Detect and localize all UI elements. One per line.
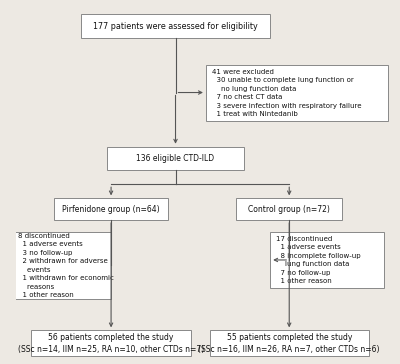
FancyBboxPatch shape <box>54 198 168 220</box>
Text: 41 were excluded
  30 unable to complete lung function or
    no lung function d: 41 were excluded 30 unable to complete l… <box>212 69 361 118</box>
Text: 177 patients were assessed for eligibility: 177 patients were assessed for eligibili… <box>93 21 258 31</box>
FancyBboxPatch shape <box>270 232 384 288</box>
FancyBboxPatch shape <box>210 330 369 356</box>
Text: 56 patients completed the study
(SSc n=14, IIM n=25, RA n=10, other CTDs n=7): 56 patients completed the study (SSc n=1… <box>18 333 204 354</box>
Text: 17 discontinued
  1 adverse events
  8 incomplete follow-up
    lung function da: 17 discontinued 1 adverse events 8 incom… <box>276 236 360 284</box>
Text: Pirfenidone group (n=64): Pirfenidone group (n=64) <box>62 205 160 214</box>
FancyBboxPatch shape <box>107 147 244 170</box>
FancyBboxPatch shape <box>236 198 342 220</box>
Text: 8 discontinued
  1 adverse events
  3 no follow-up
  2 withdrawn for adverse
   : 8 discontinued 1 adverse events 3 no fol… <box>18 233 114 298</box>
FancyBboxPatch shape <box>32 330 191 356</box>
Text: 136 eligible CTD-ILD: 136 eligible CTD-ILD <box>136 154 214 163</box>
FancyBboxPatch shape <box>12 232 111 299</box>
Text: Control group (n=72): Control group (n=72) <box>248 205 330 214</box>
FancyBboxPatch shape <box>81 14 270 39</box>
FancyBboxPatch shape <box>206 65 388 121</box>
Text: 55 patients completed the study
(SSc n=16, IIM n=26, RA n=7, other CTDs n=6): 55 patients completed the study (SSc n=1… <box>198 333 380 354</box>
